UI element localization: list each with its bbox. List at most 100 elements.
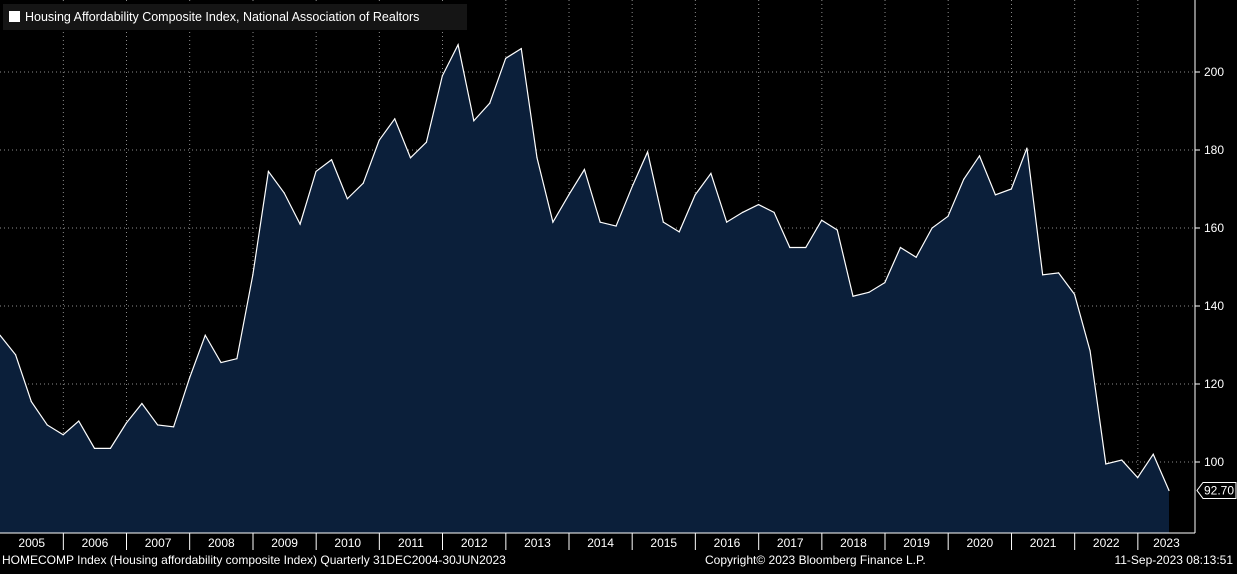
- data-point: [931, 227, 933, 229]
- x-tick-label: 2005: [18, 536, 45, 550]
- data-point: [346, 198, 348, 200]
- data-point: [457, 44, 459, 46]
- data-point: [283, 192, 285, 194]
- data-point: [30, 400, 32, 403]
- x-tick-label: 2007: [145, 536, 172, 550]
- footer-timestamp: 11-Sep-2023 08:13:51: [1114, 553, 1233, 567]
- data-point: [172, 426, 175, 428]
- data-point: [963, 178, 965, 180]
- x-tick-label: 2018: [840, 536, 867, 550]
- data-point: [994, 194, 997, 196]
- data-point: [46, 424, 48, 426]
- data-point: [1010, 188, 1012, 190]
- y-tick-label: 180: [1204, 143, 1224, 157]
- footer-ticker-info: HOMECOMP Index (Housing affordability co…: [2, 553, 506, 567]
- data-point: [789, 246, 791, 249]
- data-point: [62, 434, 64, 436]
- x-tick-label: 2017: [777, 536, 804, 550]
- data-point: [315, 170, 317, 173]
- data-point: [362, 182, 364, 184]
- x-tick-label: 2013: [524, 536, 551, 550]
- data-point: [141, 402, 143, 405]
- area-layer: [0, 42, 1170, 533]
- data-point: [694, 194, 696, 196]
- data-point: [520, 48, 522, 50]
- data-point: [489, 102, 491, 104]
- legend-swatch: [9, 11, 20, 22]
- data-point: [821, 219, 823, 221]
- x-tick-label: 2010: [334, 536, 361, 550]
- data-point: [915, 256, 917, 258]
- data-point: [678, 231, 680, 233]
- data-point: [157, 424, 159, 426]
- last-value-box: [1196, 481, 1237, 499]
- data-point: [1105, 463, 1107, 465]
- data-point: [441, 75, 443, 77]
- data-point: [236, 358, 238, 360]
- data-point: [741, 211, 744, 213]
- last-value-badge: 92.70: [1196, 481, 1237, 499]
- data-point: [93, 447, 96, 449]
- x-tick-label: 2015: [650, 536, 677, 550]
- y-tick-label: 120: [1204, 377, 1224, 391]
- y-tick-label: 200: [1204, 65, 1224, 79]
- series-area: [0, 44, 1169, 533]
- data-point: [505, 57, 507, 59]
- x-tick-label: 2022: [1093, 536, 1120, 550]
- data-point: [1089, 350, 1091, 352]
- data-point: [14, 354, 17, 356]
- data-point: [0, 334, 1, 336]
- axis-layer: 100 120 140 160 180 200 2005 2006 2007 2008 2009 20…: [0, 0, 1237, 550]
- legend: Housing Affordability Composite Index, N…: [3, 4, 467, 30]
- data-point: [188, 377, 191, 379]
- data-point: [726, 221, 728, 223]
- data-point: [1042, 274, 1044, 276]
- data-point: [978, 155, 981, 157]
- x-tick-label: 2014: [587, 536, 614, 550]
- x-tick-label: 2009: [271, 536, 298, 550]
- data-point: [615, 225, 617, 227]
- data-point: [805, 246, 807, 249]
- data-point: [299, 223, 301, 225]
- data-point: [1168, 489, 1170, 492]
- legend-label: Housing Affordability Composite Index, N…: [25, 10, 419, 24]
- data-point: [884, 282, 886, 284]
- x-tick-label: 2019: [903, 536, 930, 550]
- data-point: [220, 361, 222, 364]
- data-point: [330, 159, 333, 161]
- data-point: [1137, 477, 1139, 479]
- data-point: [568, 194, 570, 196]
- data-point: [599, 221, 601, 223]
- data-point: [394, 118, 396, 120]
- data-point: [552, 221, 554, 223]
- y-tick-label: 140: [1204, 299, 1224, 313]
- legend-box: [3, 4, 467, 30]
- data-point: [710, 172, 712, 174]
- data-point: [757, 204, 760, 206]
- data-point: [899, 246, 902, 249]
- data-point: [378, 139, 380, 141]
- data-point: [252, 274, 254, 276]
- data-point: [78, 420, 80, 422]
- x-tick-label: 2012: [461, 536, 488, 550]
- data-point: [852, 295, 854, 297]
- data-point: [473, 120, 475, 122]
- data-point: [125, 422, 127, 424]
- data-point: [583, 168, 586, 171]
- data-point: [662, 221, 664, 223]
- data-point: [1121, 459, 1123, 461]
- x-tick-label: 2006: [82, 536, 109, 550]
- data-point: [1057, 272, 1060, 274]
- x-tick-label: 2011: [398, 536, 424, 550]
- data-point: [646, 151, 649, 153]
- data-point: [267, 170, 270, 173]
- data-point: [631, 186, 633, 188]
- data-point: [109, 447, 112, 449]
- x-tick-label: 2023: [1153, 536, 1180, 550]
- x-tick-label: 2021: [1030, 536, 1057, 550]
- last-value-label: 92.70: [1204, 483, 1234, 497]
- data-point: [1152, 453, 1154, 455]
- data-point: [409, 157, 412, 159]
